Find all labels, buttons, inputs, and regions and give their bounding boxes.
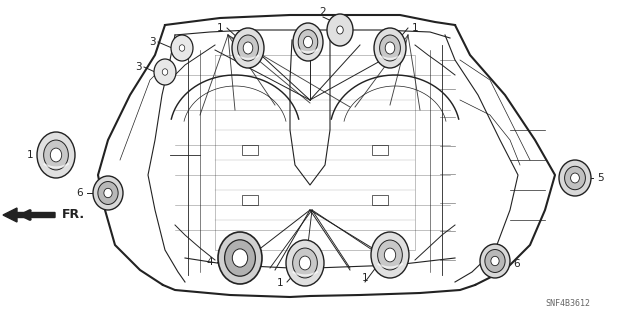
Text: 4: 4 (207, 257, 213, 267)
Ellipse shape (163, 69, 168, 75)
FancyArrow shape (3, 208, 55, 222)
Ellipse shape (44, 140, 68, 170)
Bar (372, 145, 388, 155)
Text: 3: 3 (134, 62, 141, 72)
Ellipse shape (371, 232, 409, 278)
Ellipse shape (243, 42, 253, 54)
Text: SNF4B3612: SNF4B3612 (545, 299, 591, 308)
Ellipse shape (292, 248, 317, 278)
Ellipse shape (378, 240, 403, 270)
Ellipse shape (154, 59, 176, 85)
Text: 1: 1 (27, 150, 33, 160)
Ellipse shape (571, 173, 579, 183)
Ellipse shape (51, 148, 61, 162)
Ellipse shape (232, 249, 248, 267)
Text: 5: 5 (596, 173, 604, 183)
Ellipse shape (218, 232, 262, 284)
Ellipse shape (559, 160, 591, 196)
Bar (372, 195, 388, 205)
Ellipse shape (491, 256, 499, 266)
Ellipse shape (300, 256, 310, 270)
Ellipse shape (98, 182, 118, 204)
Ellipse shape (384, 248, 396, 262)
Text: 6: 6 (77, 188, 83, 198)
Ellipse shape (286, 240, 324, 286)
Ellipse shape (232, 28, 264, 68)
Ellipse shape (564, 166, 586, 190)
Ellipse shape (380, 35, 401, 61)
Text: 1: 1 (362, 273, 368, 283)
Text: 2: 2 (320, 7, 326, 17)
Text: 3: 3 (148, 37, 156, 47)
Ellipse shape (104, 188, 112, 198)
Ellipse shape (327, 14, 353, 46)
Ellipse shape (480, 244, 510, 278)
Ellipse shape (303, 36, 312, 48)
Text: 6: 6 (514, 259, 520, 269)
Ellipse shape (485, 249, 505, 272)
Ellipse shape (237, 35, 259, 61)
Bar (242, 195, 258, 205)
Ellipse shape (298, 30, 317, 54)
Text: 1: 1 (276, 278, 284, 288)
Ellipse shape (337, 26, 343, 34)
Text: 1: 1 (412, 23, 419, 33)
Ellipse shape (374, 28, 406, 68)
Ellipse shape (293, 23, 323, 61)
Text: 1: 1 (217, 23, 223, 33)
Ellipse shape (385, 42, 395, 54)
Ellipse shape (37, 132, 75, 178)
Ellipse shape (93, 176, 123, 210)
Ellipse shape (171, 35, 193, 61)
Text: FR.: FR. (62, 209, 85, 221)
Ellipse shape (179, 45, 185, 51)
Bar (242, 145, 258, 155)
Ellipse shape (225, 240, 255, 276)
